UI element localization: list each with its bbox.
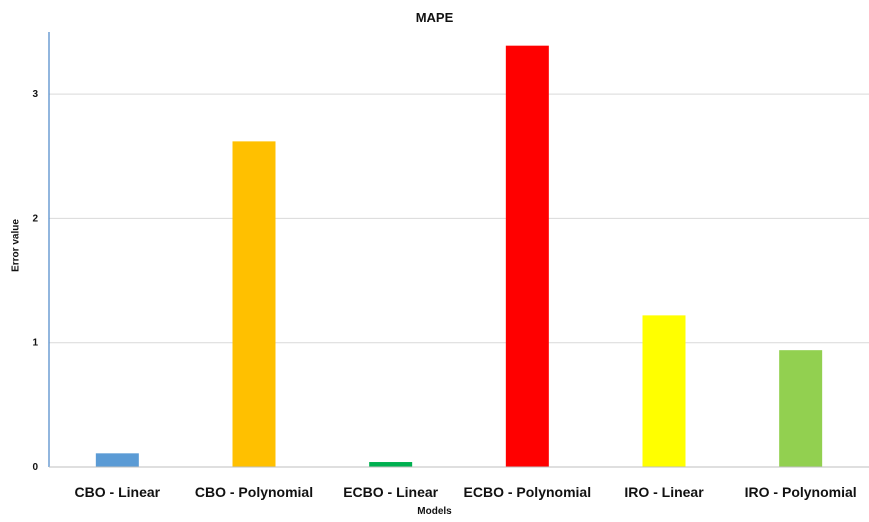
y-tick-label: 1 bbox=[32, 338, 38, 349]
bar bbox=[505, 45, 549, 468]
x-tick-labels: CBO - Linear CBO - Polynomial ECBO - Linea… bbox=[75, 484, 857, 500]
y-tick-label: 3 bbox=[32, 89, 38, 100]
bar bbox=[779, 350, 823, 467]
x-tick-label: IRO - Polynomial bbox=[745, 484, 857, 500]
x-axis-label: Models bbox=[417, 506, 452, 517]
y-tick-labels: 0 1 2 3 bbox=[32, 89, 38, 473]
x-tick-label: CBO - Linear bbox=[75, 484, 161, 500]
y-tick-label: 2 bbox=[32, 213, 38, 224]
x-tick-label: ECBO - Polynomial bbox=[464, 484, 592, 500]
chart-title: MAPE bbox=[415, 10, 454, 25]
bar bbox=[642, 315, 686, 467]
axes bbox=[48, 32, 869, 468]
x-tick-label: IRO - Linear bbox=[624, 484, 704, 500]
bar bbox=[232, 141, 276, 467]
bar bbox=[369, 462, 413, 467]
x-tick-label: ECBO - Linear bbox=[343, 484, 438, 500]
x-tick-label: CBO - Polynomial bbox=[195, 484, 313, 500]
bars bbox=[95, 45, 823, 468]
gridlines bbox=[49, 93, 869, 344]
bar bbox=[95, 453, 139, 467]
y-tick-label: 0 bbox=[32, 462, 38, 473]
